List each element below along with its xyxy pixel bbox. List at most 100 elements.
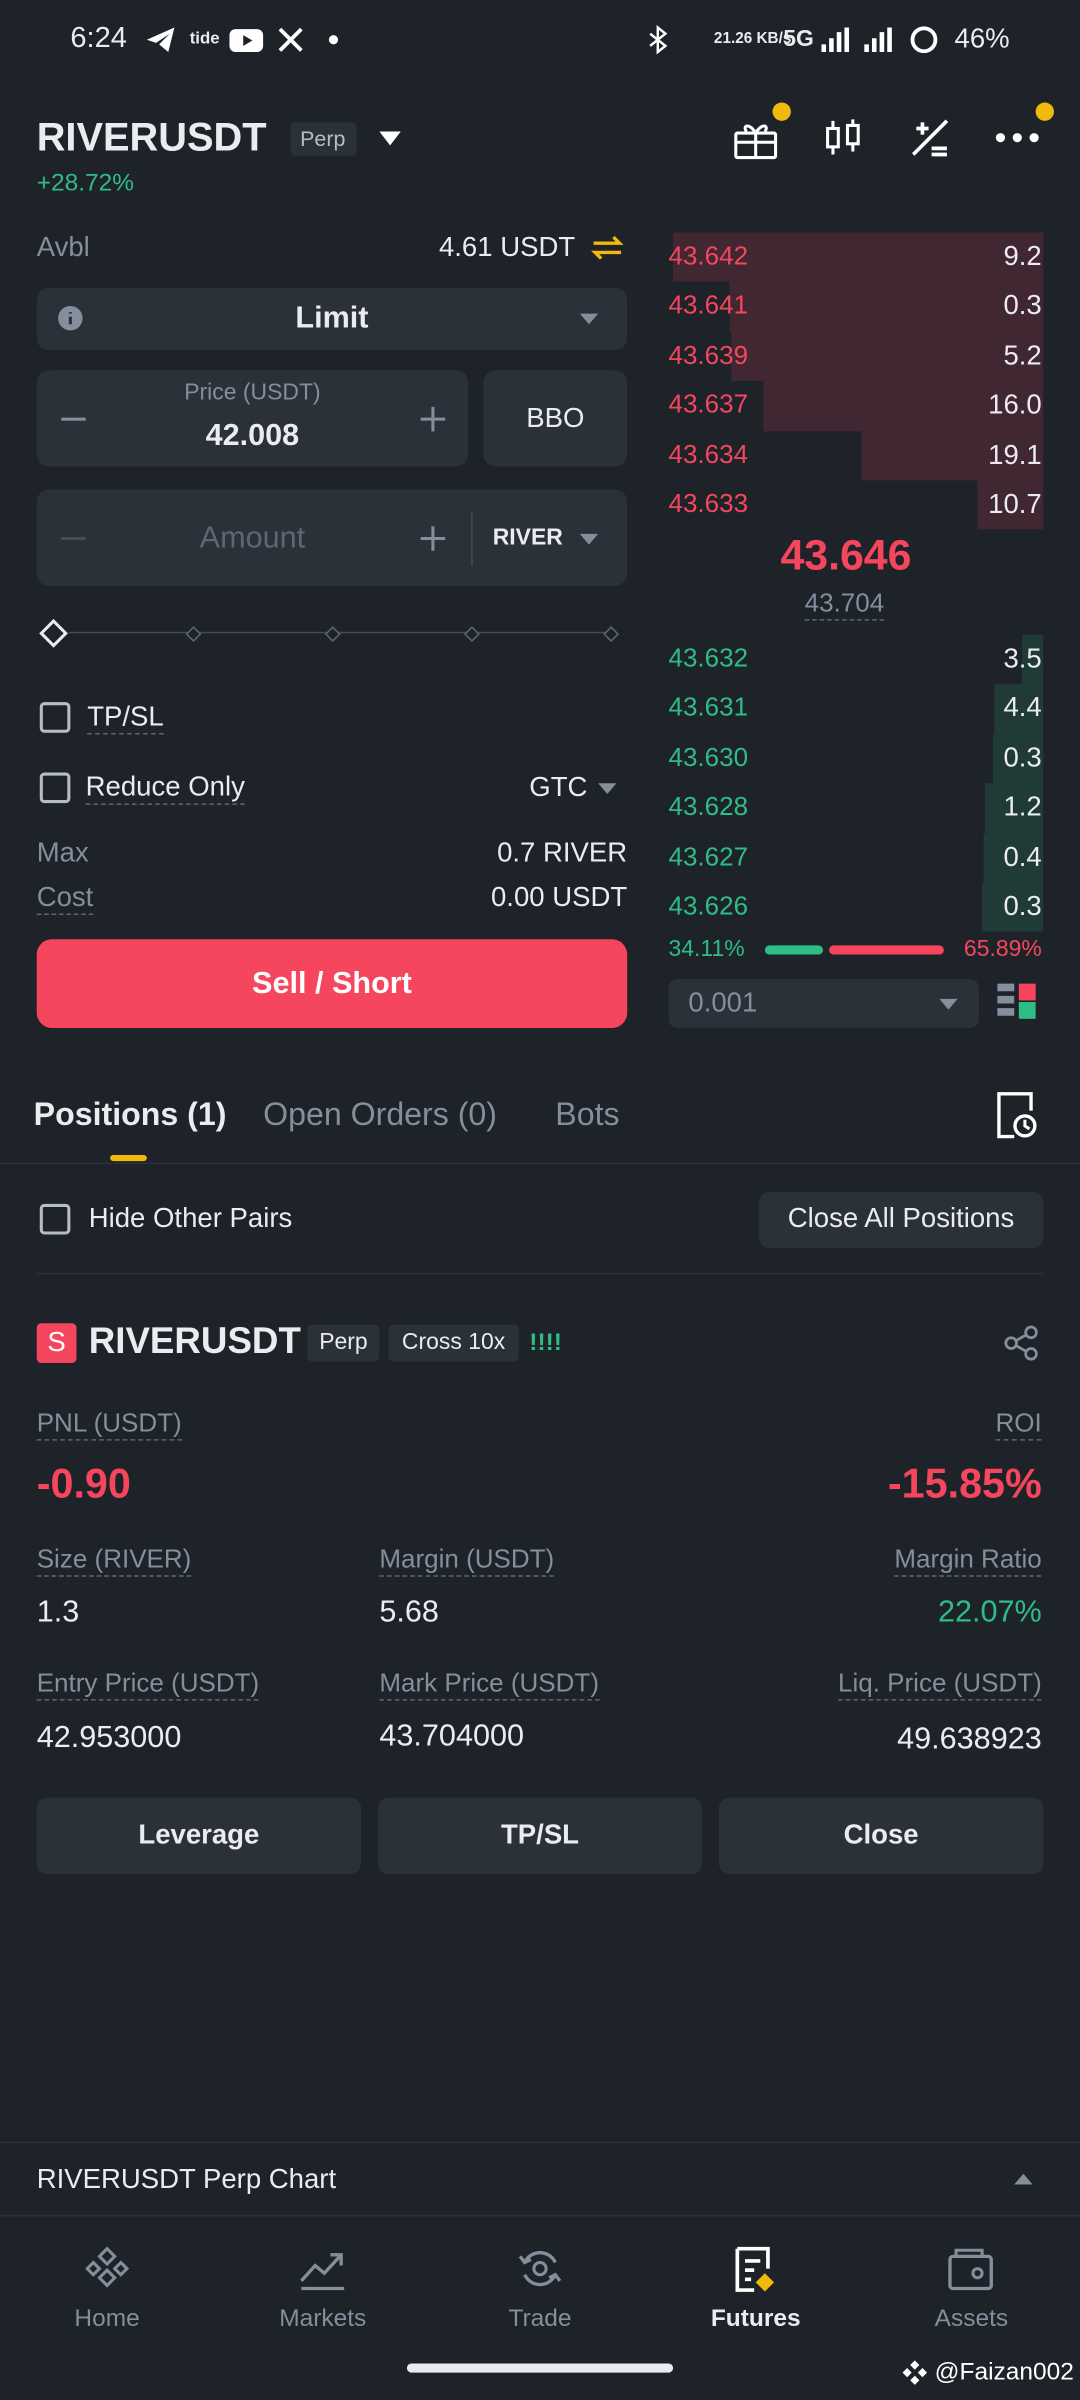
battery-icon-part	[910, 26, 938, 54]
status-net-speed: 21.26 KB/s	[713, 30, 792, 48]
youtube-icon	[229, 28, 264, 52]
order-type: Limit	[295, 301, 369, 336]
hide-other-pairs: Hide Other Pairs	[88, 1202, 293, 1234]
more-icon[interactable]	[995, 133, 1039, 143]
notification-dot-part	[1035, 102, 1054, 121]
nav-icon[interactable]	[733, 2246, 779, 2293]
risk-indicator: !!!!	[529, 1329, 562, 1356]
nav-label[interactable]: Assets	[934, 2305, 1009, 2332]
dropdown-caret[interactable]	[579, 312, 599, 324]
minus-button[interactable]	[61, 417, 86, 421]
ask-qty: 16.0	[988, 389, 1042, 420]
checkbox[interactable]	[39, 772, 71, 804]
plus-button[interactable]	[420, 406, 446, 432]
reduce-only-label[interactable]: Reduce Only	[85, 771, 245, 805]
checkbox[interactable]	[39, 702, 71, 733]
position-button[interactable]	[36, 1797, 362, 1874]
sell-ratio: 65.89%	[963, 936, 1042, 963]
chart-panel[interactable]	[0, 2141, 1080, 2216]
history-icon[interactable]	[997, 1092, 1037, 1139]
bid-price[interactable]: 43.631	[668, 693, 749, 723]
position-badge-text: Cross 10x	[401, 1329, 506, 1356]
symbol[interactable]: RIVERUSDT	[36, 113, 267, 160]
tpsl-label[interactable]: TP/SL	[87, 701, 164, 735]
dropdown-caret[interactable]	[1014, 2173, 1033, 2184]
nav-label[interactable]: Markets	[279, 2305, 367, 2332]
ask-price[interactable]: 43.641	[668, 290, 749, 321]
dropdown-caret[interactable]	[598, 782, 617, 794]
nav-icon[interactable]	[948, 2247, 994, 2293]
status-app-label: tide	[189, 29, 220, 49]
symbol-dropdown[interactable]	[379, 130, 401, 145]
minus-button[interactable]	[61, 536, 86, 540]
nav-icon[interactable]	[84, 2246, 130, 2293]
bid-price[interactable]: 43.627	[668, 841, 749, 872]
amount-input[interactable]	[36, 489, 628, 586]
nav-icon-part	[735, 2246, 770, 2292]
slider-thumb[interactable]	[39, 618, 68, 648]
close-all-text[interactable]: Close All Positions	[787, 1202, 1015, 1234]
field-value: -15.85%	[887, 1460, 1042, 1507]
checkbox[interactable]	[39, 1203, 71, 1235]
bbo-button[interactable]	[483, 370, 628, 467]
nav-label[interactable]: Home	[74, 2305, 140, 2332]
tab[interactable]: Open Orders (0)	[263, 1097, 497, 1133]
signal-icon-part	[844, 27, 850, 53]
order-type-select[interactable]	[36, 287, 628, 351]
field-label: Entry Price (USDT)	[36, 1669, 260, 1700]
gift-icon[interactable]	[734, 119, 778, 160]
ask-price[interactable]: 43.642	[668, 241, 749, 271]
amount-unit[interactable]: RIVER	[492, 524, 563, 551]
position-button[interactable]	[377, 1797, 703, 1874]
field-value: 1.3	[36, 1595, 80, 1630]
close-all-button[interactable]	[758, 1191, 1044, 1249]
price-input[interactable]	[36, 370, 469, 467]
amount-placeholder: Amount	[199, 521, 306, 556]
sell-button-text[interactable]: Sell / Short	[252, 966, 412, 1001]
watermark: @Faizan002	[934, 2359, 1074, 2386]
sell-button[interactable]	[36, 939, 628, 1028]
position-button[interactable]	[718, 1797, 1044, 1874]
position-badge	[307, 1324, 380, 1362]
position-button-text[interactable]: Close	[843, 1819, 919, 1850]
nav-label[interactable]: Futures	[710, 2305, 801, 2332]
minus-button-part	[61, 536, 86, 540]
status-battery: 46%	[954, 23, 1010, 54]
bid-price[interactable]: 43.626	[668, 891, 749, 921]
bid-depth-bar	[981, 882, 1044, 933]
ask-price[interactable]: 43.633	[668, 489, 749, 519]
nav-icon[interactable]	[300, 2247, 346, 2293]
time-in-force[interactable]: GTC	[529, 771, 588, 802]
bid-price[interactable]: 43.628	[668, 792, 749, 822]
precision-value: 0.001	[688, 986, 758, 1018]
ask-price[interactable]: 43.634	[668, 439, 749, 469]
ask-depth-bar	[763, 381, 1044, 431]
position-button-text[interactable]: Leverage	[138, 1819, 260, 1850]
precision-select[interactable]	[668, 979, 980, 1028]
tab[interactable]: Positions (1)	[33, 1097, 227, 1133]
ask-qty: 5.2	[1003, 339, 1042, 371]
chart-icon[interactable]	[823, 118, 863, 158]
nav-label[interactable]: Trade	[508, 2305, 572, 2332]
dropdown-caret[interactable]	[939, 998, 958, 1009]
bid-price[interactable]: 43.630	[668, 742, 749, 772]
ask-price[interactable]: 43.639	[668, 340, 749, 370]
position-button-text[interactable]: TP/SL	[500, 1819, 580, 1850]
price-label: Price (USDT)	[184, 379, 321, 406]
ask-price[interactable]: 43.637	[668, 390, 749, 420]
chart-panel-title[interactable]: RIVERUSDT Perp Chart	[36, 2163, 337, 2194]
field-value: 22.07%	[937, 1595, 1042, 1630]
nav-icon[interactable]	[517, 2247, 563, 2293]
calculator-icon[interactable]	[910, 118, 950, 158]
tab[interactable]: Bots	[555, 1097, 620, 1133]
ask-qty: 9.2	[1003, 240, 1042, 272]
book-layout-icon-part	[997, 995, 1015, 1004]
dropdown-caret[interactable]	[579, 533, 599, 544]
share-icon[interactable]	[1004, 1325, 1039, 1361]
slider-track	[68, 631, 612, 634]
transfer-icon[interactable]	[591, 235, 624, 260]
bid-price[interactable]: 43.632	[668, 643, 749, 673]
book-layout-icon[interactable]	[997, 983, 1037, 1024]
ask-depth-bar	[731, 331, 1044, 382]
plus-button[interactable]	[420, 526, 446, 551]
